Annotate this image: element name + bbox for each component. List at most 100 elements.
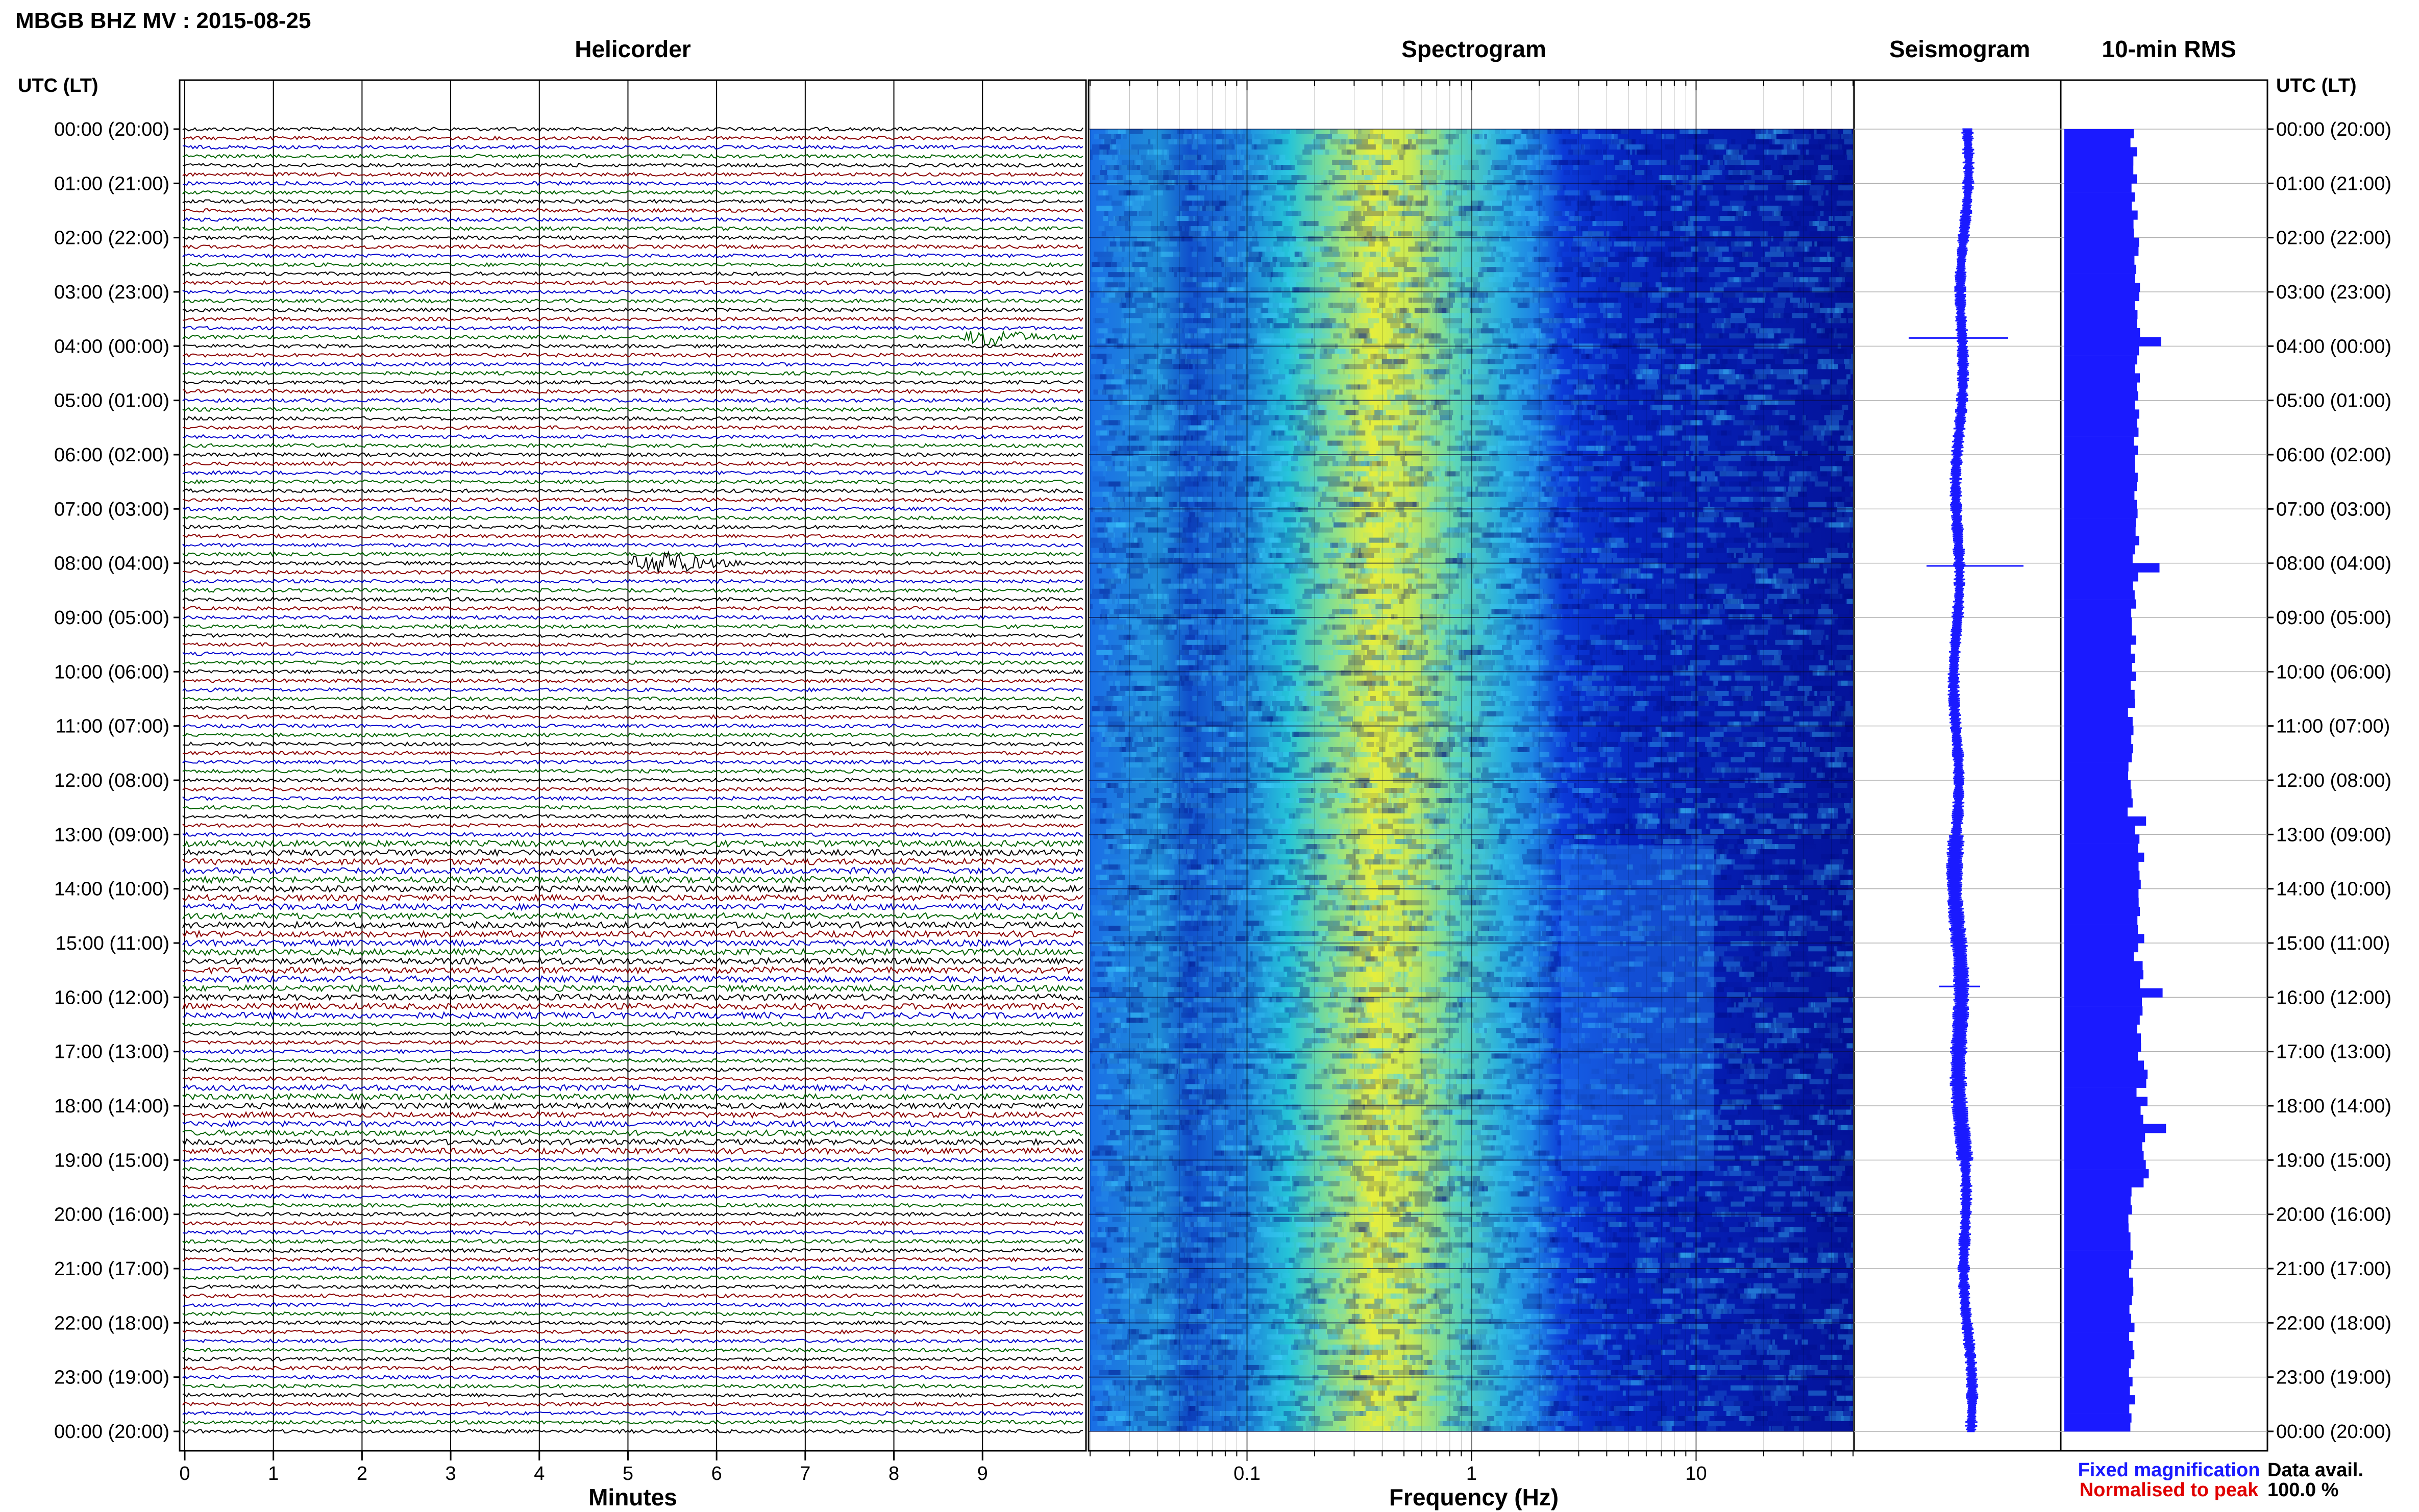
spectrogram-cell [1247, 364, 1257, 369]
spectrogram-cell [1388, 349, 1391, 354]
spectrogram-cell [1688, 216, 1698, 221]
spectrogram-cell [1263, 211, 1272, 216]
spectrogram-cell [1187, 359, 1191, 364]
spectrogram-cell [1188, 426, 1209, 431]
spectrogram-cell [1394, 533, 1406, 538]
spectrogram-cell [1680, 272, 1685, 277]
spectrogram-cell [1376, 436, 1382, 441]
spectrogram-cell [1141, 201, 1144, 206]
spectrogram-cell [1372, 226, 1392, 231]
spectrogram-cell [1317, 446, 1338, 451]
spectrogram-cell [1810, 318, 1819, 323]
spectrogram-cell [1133, 374, 1136, 379]
spectrogram-cell [1321, 318, 1336, 323]
spectrogram-cell [1320, 201, 1336, 206]
spectrogram-cell [1112, 548, 1116, 553]
spectrogram-cell [1510, 252, 1519, 257]
spectrogram-cell [1230, 538, 1235, 543]
spectrogram-cell [1735, 231, 1750, 236]
spectrogram-cell [1098, 461, 1105, 466]
spectrogram-cell [1296, 389, 1312, 394]
spectrogram-cell [1822, 512, 1843, 517]
spectrogram-cell [1752, 502, 1771, 507]
spectrogram-cell [1691, 257, 1705, 262]
spectrogram-cell [1605, 415, 1618, 420]
spectrogram-cell [1525, 206, 1533, 211]
spectrogram-cell [1108, 129, 1120, 134]
spectrogram-cell [1713, 461, 1729, 466]
spectrogram-cell [1330, 472, 1345, 477]
spectrogram-cell [1275, 426, 1285, 431]
spectrogram-cell [1797, 252, 1816, 257]
spectrogram-cell [1183, 461, 1189, 466]
spectrogram-cell [1759, 211, 1773, 216]
spectrogram-cell [1251, 129, 1273, 134]
spectrogram-cell [1286, 405, 1294, 410]
spectrogram-cell [1609, 517, 1619, 523]
spectrogram-cell [1785, 446, 1801, 451]
spectrogram-cell [1435, 384, 1454, 389]
spectrogram-cell [1733, 466, 1738, 472]
spectrogram-cell [1113, 328, 1126, 333]
spectrogram-cell [1362, 170, 1364, 175]
spectrogram-cell [1842, 405, 1848, 410]
spectrogram-cell [1558, 226, 1576, 231]
spectrogram-cell [1635, 318, 1654, 323]
spectrogram-cell [1195, 456, 1206, 461]
spectrogram-cell [1567, 507, 1579, 512]
spectrogram-cell [1375, 512, 1380, 517]
spectrogram-cell [1379, 185, 1390, 190]
spectrogram-cell [1386, 308, 1392, 313]
spectrogram-cell [1441, 543, 1448, 548]
spectrogram-cell [1329, 180, 1335, 185]
spectrogram-cell [1552, 155, 1563, 160]
spectrogram-cell [1633, 241, 1645, 246]
spectrogram-cell [1274, 323, 1292, 328]
spectrogram-cell [1647, 328, 1660, 333]
spectrogram-cell [1334, 497, 1353, 502]
spectrogram-cell [1540, 553, 1543, 558]
spectrogram-cell [1632, 328, 1639, 333]
spectrogram-cell [1281, 502, 1290, 507]
spectrogram-cell [1356, 292, 1359, 298]
spectrogram-cell [1150, 165, 1156, 170]
spectrogram-cell [1121, 323, 1130, 328]
spectrogram-cell [1640, 369, 1661, 374]
spectrogram-cell [1714, 144, 1724, 150]
spectrogram-cell [1324, 246, 1332, 252]
spectrogram-cell [1408, 139, 1412, 144]
spectrogram-cell [1592, 507, 1595, 512]
spectrogram-cell [1257, 487, 1262, 492]
spectrogram-cell [1609, 272, 1625, 277]
spectrogram-cell [1225, 502, 1233, 507]
spectrogram-cell [1500, 374, 1507, 379]
spectrogram-cell [1491, 252, 1503, 257]
spectrogram-cell [1498, 431, 1510, 436]
spectrogram-cell [1300, 517, 1315, 523]
spectrogram-cell [1630, 150, 1632, 155]
spectrogram-cell [1226, 155, 1239, 160]
spectrogram-cell [1799, 282, 1806, 287]
spectrogram-cell [1780, 472, 1783, 477]
spectrogram-cell [1212, 533, 1224, 538]
spectrogram-cell [1103, 543, 1108, 548]
spectrogram-cell [1831, 318, 1851, 323]
spectrogram-cell [1317, 477, 1340, 482]
spectrogram-cell [1774, 155, 1777, 160]
spectrogram-cell [1303, 262, 1306, 267]
spectrogram-cell [1461, 379, 1474, 384]
spectrogram-cell [1112, 262, 1122, 267]
spectrogram-cell [1122, 333, 1128, 338]
spectrogram-cell [1312, 374, 1319, 379]
spectrogram-cell [1393, 374, 1414, 379]
spectrogram-cell [1506, 548, 1511, 553]
spectrogram-cell [1390, 354, 1399, 359]
spectrogram-cell [1208, 349, 1227, 354]
spectrogram-cell [1239, 446, 1247, 451]
spectrogram-cell [1266, 165, 1281, 170]
spectrogram-cell [1108, 394, 1113, 400]
spectrogram-cell [1318, 211, 1330, 216]
spectrogram-cell [1282, 292, 1291, 298]
spectrogram-cell [1215, 170, 1217, 175]
spectrogram-cell [1681, 405, 1683, 410]
